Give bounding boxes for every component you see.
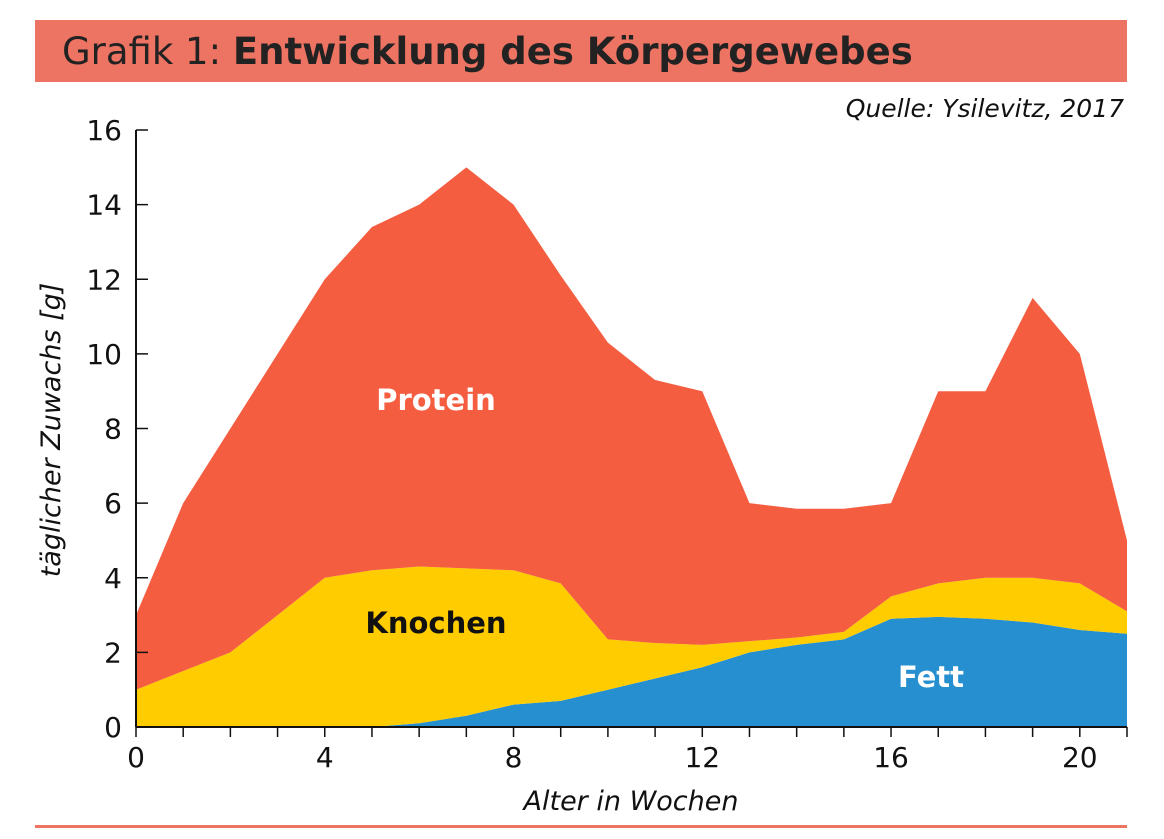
chart-title: Grafik 1: Entwicklung des Körpergewebes: [62, 30, 913, 73]
x-tick-label: 4: [316, 741, 334, 774]
series-label-protein: Protein: [376, 383, 496, 417]
y-tick-label: 2: [104, 636, 122, 669]
y-tick-label: 8: [104, 413, 122, 446]
y-tick-label: 10: [86, 338, 122, 371]
area-protein: [136, 167, 1127, 690]
series-label-knochen: Knochen: [365, 606, 506, 640]
x-tick-label: 0: [127, 741, 145, 774]
title-bar: [35, 20, 1127, 82]
y-tick-label: 4: [104, 562, 122, 595]
title-prefix: Grafik 1:: [62, 30, 222, 73]
x-tick-label: 8: [505, 741, 523, 774]
y-tick-label: 6: [104, 487, 122, 520]
x-tick-label: 12: [684, 741, 720, 774]
bottom-rule: [35, 825, 1127, 828]
x-axis-label: Alter in Wochen: [522, 786, 739, 817]
y-axis-label: täglicher Zuwachs [g]: [36, 283, 67, 578]
area-knochen: [136, 566, 1127, 727]
source-note: Quelle: Ysilevitz, 2017: [845, 94, 1124, 123]
title-main: Entwicklung des Körpergewebes: [232, 30, 913, 73]
x-tick-label: 16: [873, 741, 909, 774]
area-fett: [136, 616, 1127, 727]
x-tick-label: 20: [1062, 741, 1098, 774]
y-tick-label: 12: [86, 263, 122, 296]
series-label-fett: Fett: [898, 660, 964, 694]
y-tick-label: 16: [86, 114, 122, 147]
y-tick-label: 0: [104, 711, 122, 744]
y-tick-label: 14: [86, 189, 122, 222]
